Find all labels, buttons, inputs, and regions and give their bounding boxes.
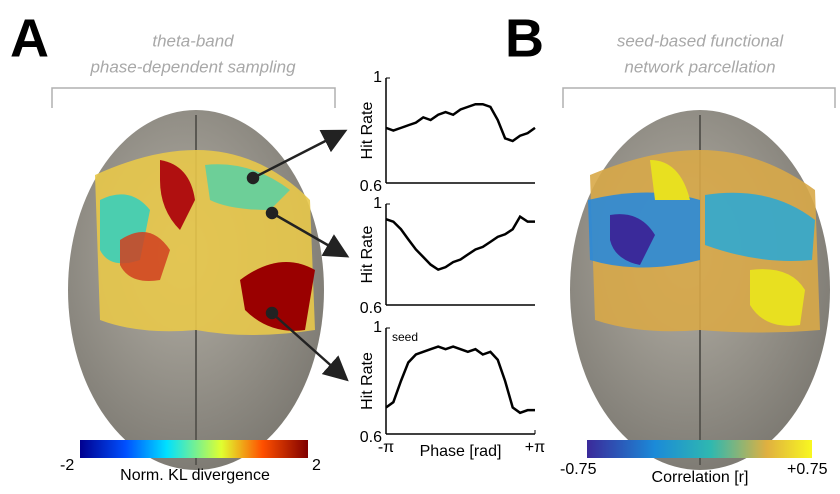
y-tick-label: 1 [373,319,382,336]
line [385,345,535,415]
arrows [246,129,350,382]
y-tick-label: 1 [373,195,382,212]
y-axis-label: Hit Rate [359,226,376,284]
bracket [562,87,836,108]
y-tick-label: 0.6 [360,300,382,317]
panel-letter: A [10,8,49,68]
x-tick-label: -π [378,439,394,456]
bracket [51,87,336,108]
line [385,214,535,272]
y-tick-label: 1 [373,69,382,86]
colorbar [587,440,812,458]
panel-title: network parcellation [624,57,775,76]
y-tick-label: 0.6 [360,178,382,195]
colorbar-max: +0.75 [787,461,828,478]
colorbar-max: 2 [312,457,321,474]
panel-letter: B [505,8,544,68]
colorbar-label: Correlation [r] [652,469,749,486]
panel-title: phase-dependent sampling [89,57,296,76]
brain-a [68,110,324,470]
y-tick-label: 0.6 [360,429,382,446]
colorbar [80,440,308,458]
y-axis-label: Hit Rate [359,352,376,410]
brain-b [570,110,830,470]
colorbar-min: -0.75 [560,461,597,478]
y-axis-label: Hit Rate [359,102,376,160]
colorbar-min: -2 [60,457,74,474]
x-tick-label: +π [525,439,545,456]
colorbar-label: Norm. KL divergence [120,467,270,484]
x-axis-label: Phase [rad] [420,443,502,460]
annotation: seed [392,330,418,344]
panel-title: seed-based functional [617,31,785,50]
line [385,103,536,143]
panel-title: theta-band [152,31,234,50]
